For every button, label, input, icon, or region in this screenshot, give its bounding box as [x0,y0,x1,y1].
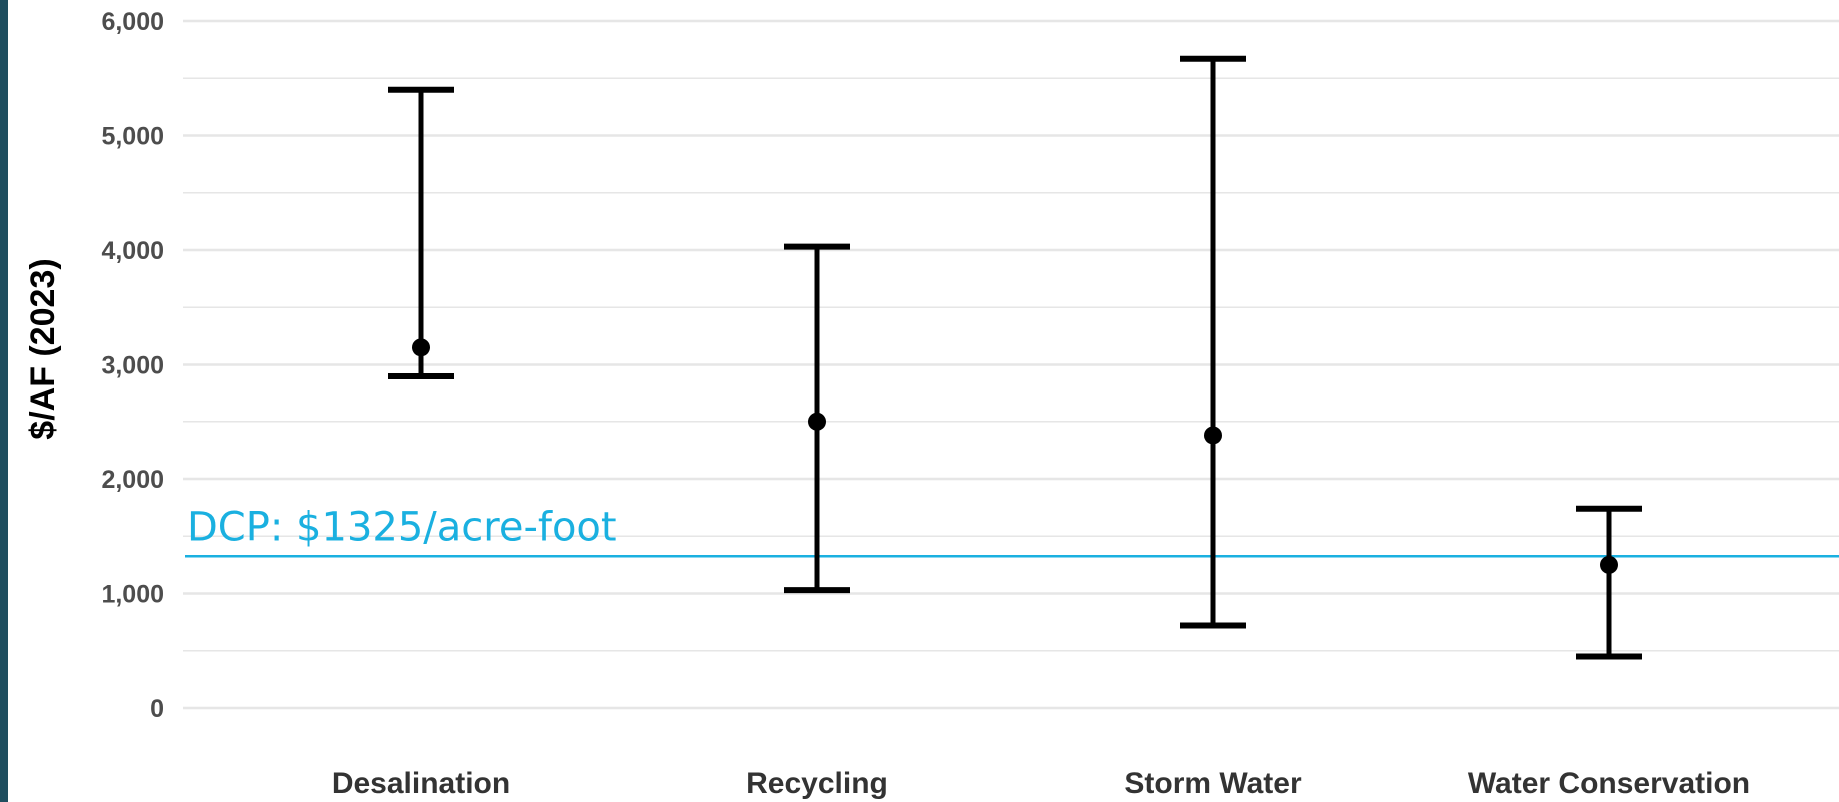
y-tick-label: 3,000 [101,352,164,380]
y-axis-title: $/AF (2023) [24,258,62,439]
errorbar-series [388,55,1642,660]
y-tick-label: 5,000 [101,123,164,151]
y-axis-ticks: 0 1,000 2,000 3,000 4,000 5,000 6,000 [101,8,164,723]
slide-side-bar [0,0,8,802]
errorbar-desalination [388,86,454,379]
y-tick-label: 4,000 [101,237,164,265]
x-category-label: Storm Water [1124,767,1302,800]
reference-line-label: DCP: $1325/acre-foot [187,504,617,550]
y-tick-label: 0 [150,695,164,723]
errorbar-point [1600,555,1618,574]
errorbar-water-conservation [1576,505,1642,660]
errorbar-point [412,338,430,357]
errorbar-storm-water [1180,55,1246,629]
x-category-label: Water Conservation [1468,767,1750,800]
y-tick-label: 6,000 [101,8,164,36]
y-tick-label: 2,000 [101,466,164,494]
errorbar-point [1204,426,1222,445]
gridlines [183,19,1839,710]
y-tick-label: 1,000 [101,581,164,609]
x-axis-categories: Desalination Recycling Storm Water Water Co… [332,767,1750,800]
errorbar-recycling [784,243,850,594]
x-category-label: Desalination [332,767,510,800]
x-category-label: Recycling [746,767,888,800]
errorbar-point [808,412,826,431]
reference-line-group: DCP: $1325/acre-foot [185,504,1839,558]
